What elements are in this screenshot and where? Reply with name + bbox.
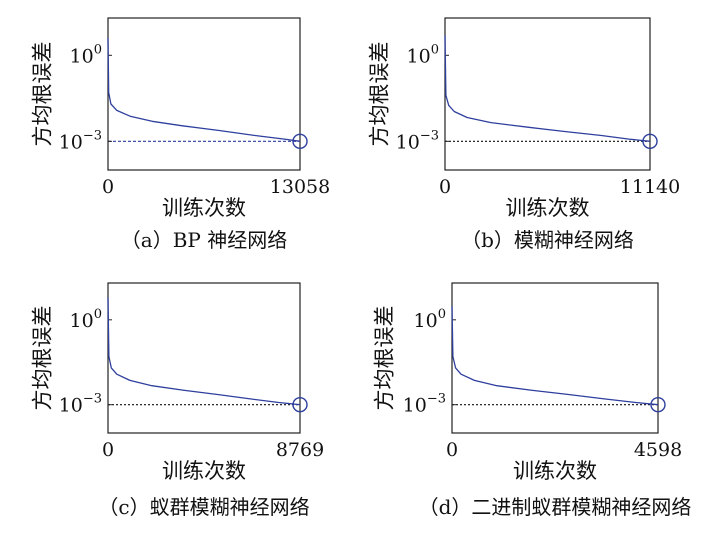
chart-c-xlabel: 训练次数 [162,459,246,483]
chart-c-series-line [107,297,301,406]
chart-b-xtick-label-0: 0 [439,176,451,198]
chart-c-caption: （c）蚁群模糊神经网络 [98,495,309,519]
chart-c-ytick-label-1: 10−3 [59,392,102,417]
chart-a-ytick-label-0: 100 [70,42,102,67]
chart-b-caption: （b）模糊神经网络 [461,228,634,252]
chart-b-xtick-label-1: 11140 [620,176,680,198]
chart-a-ytick-label-1: 10−3 [59,128,102,153]
chart-b-ylabel: 方均根误差 [368,42,392,147]
chart-a-caption: （a）BP 神经网络 [121,228,287,252]
chart-a-xlabel: 训练次数 [162,196,246,220]
chart-d-series-line [451,306,659,406]
chart-c-end-marker [292,397,308,413]
chart-d-xtick-label-1: 4598 [634,439,682,461]
chart-a-xtick-label-0: 0 [102,176,114,198]
chart-c-xtick-label-1: 8769 [276,439,324,461]
chart-d-ylabel: 方均根误差 [373,306,397,411]
chart-b-series-line [444,35,651,142]
chart-d-plot-frame [451,282,659,434]
chart-d-xtick-label-0: 0 [446,439,458,461]
chart-a-end-marker [292,133,308,150]
chart-b-ytick-label-0: 100 [407,42,439,67]
chart-b-plot-frame [444,17,651,171]
chart-d-ytick-label-0: 100 [414,307,446,332]
chart-c-xtick-label-0: 0 [102,439,114,461]
chart-a-plot-frame [107,17,301,171]
chart-c-ylabel: 方均根误差 [31,306,55,411]
chart-d-caption: （d）二进制蚁群模糊神经网络 [419,495,692,519]
chart-d-ytick-label-1: 10−3 [403,392,446,417]
chart-d-xlabel: 训练次数 [513,459,597,483]
chart-b-end-marker [642,133,658,150]
chart-c-ytick-label-0: 100 [70,307,102,332]
chart-b-xlabel: 训练次数 [506,196,590,220]
chart-c-plot-frame [107,282,301,434]
chart-d-end-marker [650,397,666,413]
chart-a-series-line [107,37,301,142]
chart-b-ytick-label-1: 10−3 [396,128,439,153]
chart-a-xtick-label-1: 13058 [270,176,330,198]
chart-a-ylabel: 方均根误差 [31,42,55,147]
